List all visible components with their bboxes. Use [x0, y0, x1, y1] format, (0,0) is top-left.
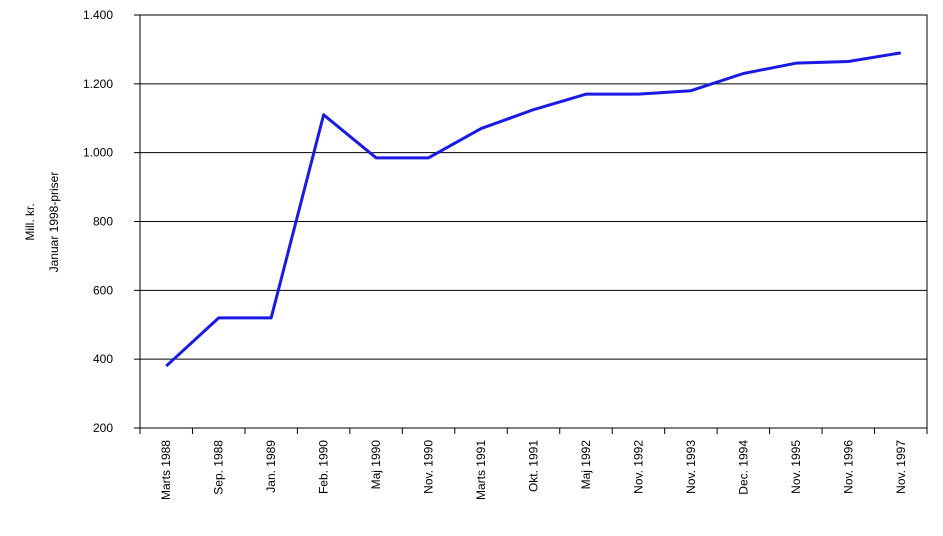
- x-tick-label: Nov. 1995: [789, 440, 803, 494]
- x-tick-label: Feb. 1990: [317, 440, 331, 494]
- data-line: [165, 51, 902, 368]
- x-tick-label: Okt. 1991: [527, 440, 541, 492]
- x-tick-label: Marts 1988: [159, 440, 173, 500]
- x-tick-label: Nov. 1996: [841, 440, 855, 494]
- y-tick-label: 1.200: [83, 77, 113, 91]
- x-tick-label: Sep. 1988: [212, 440, 226, 495]
- y-tick-label: 800: [93, 215, 113, 229]
- x-tick-label: Dec. 1994: [736, 440, 750, 495]
- y-axis-label: Mill. kr.: [23, 203, 37, 240]
- plot-frame: [139, 14, 928, 429]
- x-tick-label: Jan. 1989: [264, 440, 278, 493]
- y-tick-label: 400: [93, 352, 113, 366]
- y-tick-label: 1.400: [83, 8, 113, 22]
- y-tick-label: 1.000: [83, 146, 113, 160]
- y-axis-label: Januar 1998-priser: [47, 172, 61, 273]
- x-tick-label: Nov. 1992: [631, 440, 645, 494]
- y-tick-label: 200: [93, 421, 113, 435]
- x-tick-label: Nov. 1997: [894, 440, 908, 494]
- x-tick-label: Nov. 1990: [422, 440, 436, 494]
- x-tick-label: Maj 1992: [579, 440, 593, 490]
- x-tick-label: Maj 1990: [369, 440, 383, 490]
- x-tick-label: Nov. 1993: [684, 440, 698, 494]
- x-tick-label: Marts 1991: [474, 440, 488, 500]
- y-tick-label: 600: [93, 283, 113, 297]
